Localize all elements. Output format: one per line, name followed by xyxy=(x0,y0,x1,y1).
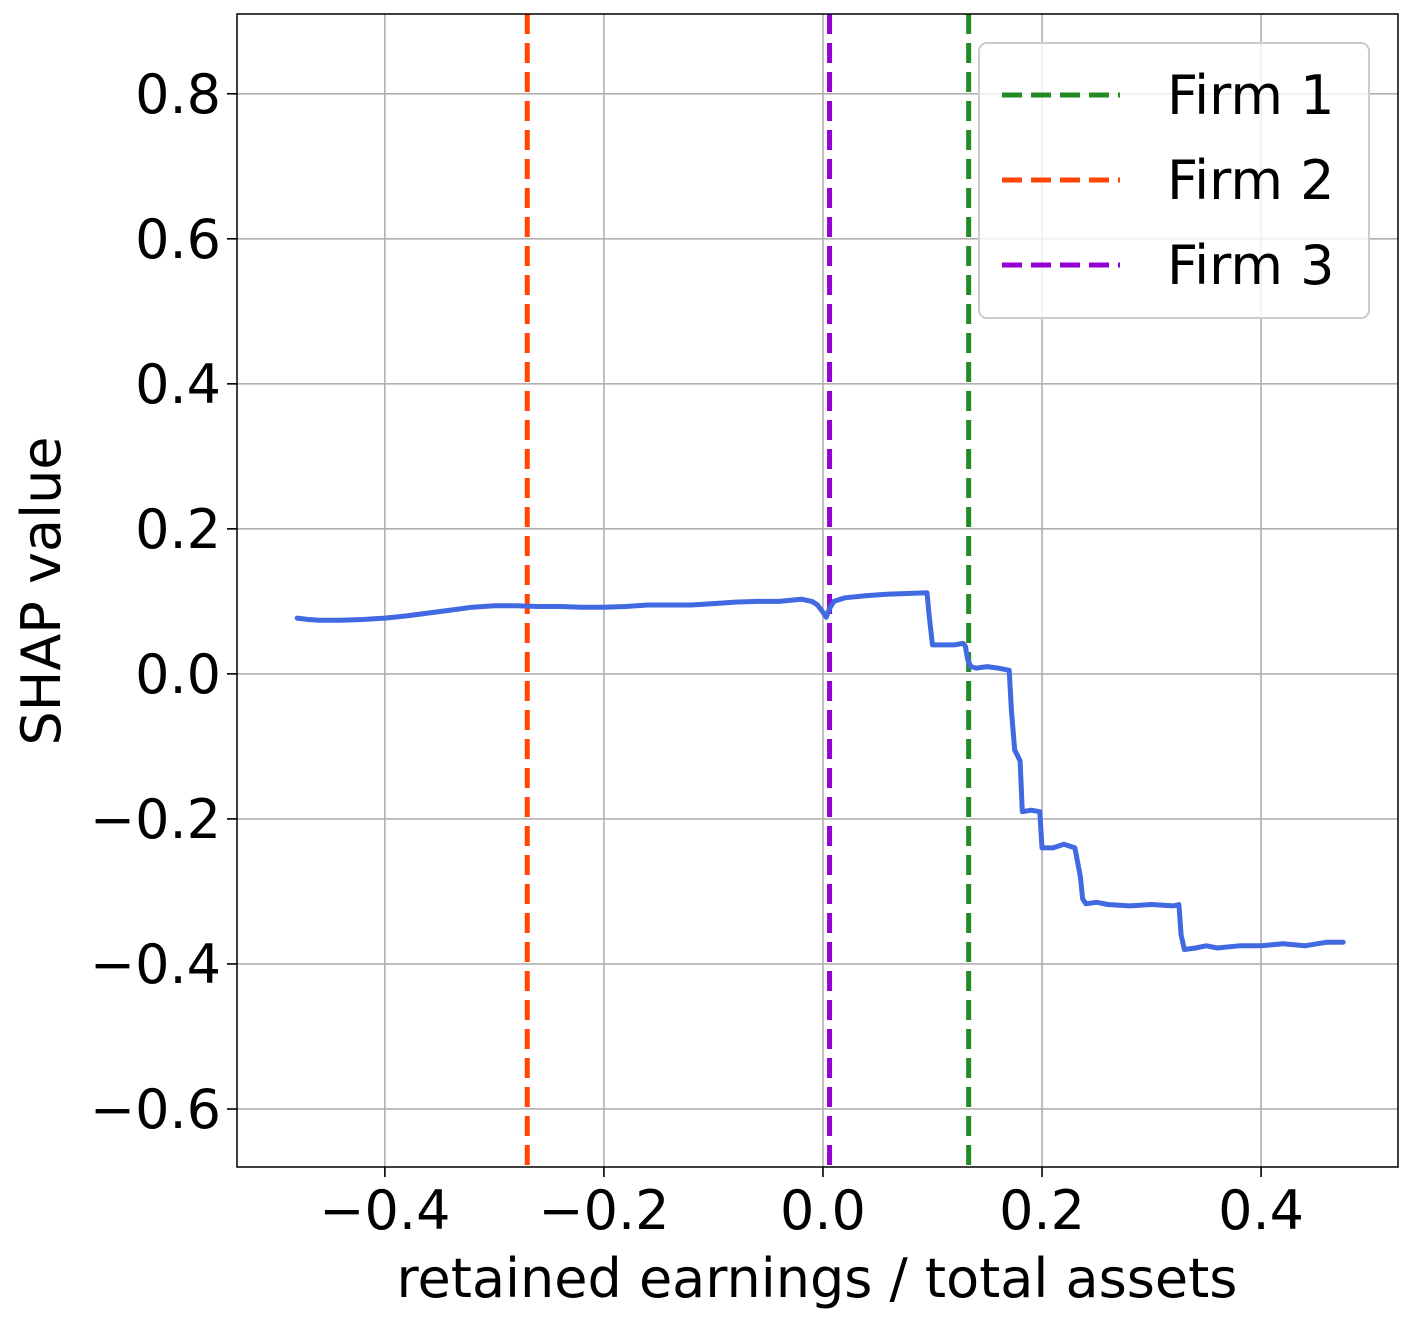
y-tick-label: 0.8 xyxy=(135,63,221,126)
y-tick-label: −0.6 xyxy=(90,1078,221,1141)
y-axis-title: SHAP value xyxy=(10,436,73,745)
x-tick-label: −0.4 xyxy=(319,1179,450,1242)
legend: Firm 1 Firm 2 Firm 3 xyxy=(978,42,1370,319)
y-tick-label: 0.2 xyxy=(135,498,221,561)
x-tick-label: −0.2 xyxy=(538,1179,669,1242)
x-tick-label: 0.4 xyxy=(1218,1179,1304,1242)
firm-reference-lines xyxy=(524,14,972,1167)
legend-label: Firm 1 xyxy=(1167,64,1335,127)
series-layer xyxy=(294,590,1346,952)
y-tick-label: 0.0 xyxy=(135,643,221,706)
legend-label: Firm 2 xyxy=(1167,149,1335,212)
shap-series-line xyxy=(294,590,1346,952)
y-tick-label: 0.6 xyxy=(135,208,221,271)
y-tick-label: −0.4 xyxy=(90,933,221,996)
x-tick-label: 0.2 xyxy=(999,1179,1085,1242)
x-axis-title: retained earnings / total assets xyxy=(397,1247,1238,1310)
legend-label: Firm 3 xyxy=(1167,234,1335,297)
y-tick-label: −0.2 xyxy=(90,788,221,851)
legend-box xyxy=(978,42,1370,319)
plot-frame xyxy=(236,13,1399,1168)
y-tick-label: 0.4 xyxy=(135,353,221,416)
x-tick-label: 0.0 xyxy=(780,1179,866,1242)
tick-layer: −0.4 −0.2 0.0 0.2 0.4 −0.6 −0.4 −0.2 0.0 0.2 0.4 0.… xyxy=(90,63,1304,1242)
legend-items: Firm 1 Firm 2 Firm 3 xyxy=(1002,64,1335,297)
